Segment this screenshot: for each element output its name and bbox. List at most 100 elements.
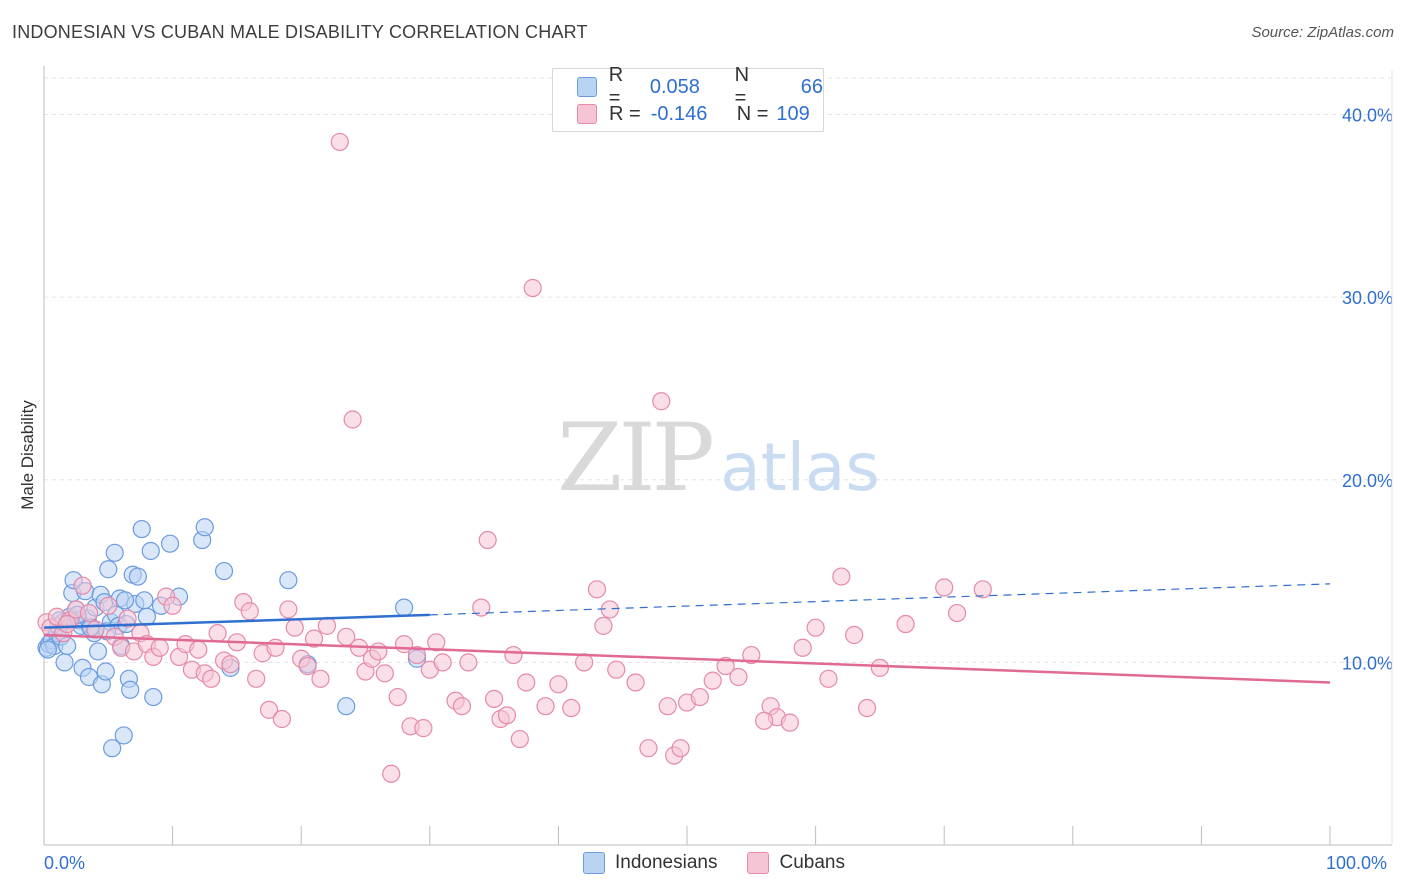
indonesian-point <box>337 697 356 716</box>
r-label: R = <box>608 64 624 109</box>
cuban-point <box>99 596 118 615</box>
indonesian-point <box>114 726 133 745</box>
cuban-point <box>433 653 452 672</box>
cuban-point <box>652 392 671 411</box>
cuban-point <box>896 614 915 634</box>
cuban-point <box>755 711 774 730</box>
cuban-point <box>497 706 517 725</box>
cuban-point <box>343 410 362 429</box>
cuban-point <box>240 602 259 621</box>
cuban-point <box>459 653 478 672</box>
cuban-point <box>304 629 324 648</box>
n-value: 66 <box>800 75 823 98</box>
indonesian-point <box>137 607 156 626</box>
cuban-point <box>607 660 626 679</box>
watermark-zip: ZIP <box>557 404 711 513</box>
x-tick-label-max: 100.0% <box>1326 853 1388 873</box>
cuban-point <box>857 698 877 718</box>
cuban-point <box>793 638 812 657</box>
cuban-point <box>549 675 568 694</box>
indonesian-point <box>99 560 118 579</box>
cuban-point <box>973 580 992 599</box>
cuban-point <box>780 713 799 732</box>
cuban-point <box>266 638 285 657</box>
indonesian-point <box>160 534 180 553</box>
indonesian-trend-line <box>43 613 430 629</box>
cuban-point <box>478 530 497 550</box>
indonesians-swatch <box>577 77 597 97</box>
cuban-point <box>189 640 208 659</box>
indonesian-point <box>103 739 122 758</box>
cuban-point <box>523 278 542 298</box>
indonesian-point <box>105 543 124 562</box>
cuban-point <box>742 645 761 665</box>
r-label: R = <box>609 102 641 125</box>
cuban-point <box>594 616 613 635</box>
cuban-point <box>504 645 523 665</box>
y-tick-label: 20.0% <box>1342 471 1393 491</box>
indonesians-legend-swatch <box>583 852 605 874</box>
indonesian-point <box>128 567 147 586</box>
cuban-point <box>536 697 555 716</box>
cuban-trend-line <box>43 633 1331 684</box>
cuban-point <box>202 669 221 688</box>
cuban-point <box>73 576 92 595</box>
chart-title: INDONESIAN VS CUBAN MALE DISABILITY CORR… <box>12 22 588 42</box>
indonesian-point <box>96 662 115 681</box>
cuban-point <box>279 600 298 619</box>
cuban-point <box>414 719 433 738</box>
indonesian-trend-extension <box>429 583 1331 616</box>
cuban-point <box>221 655 240 674</box>
cuban-point <box>208 624 227 643</box>
indonesian-point <box>55 653 74 672</box>
cuban-point <box>639 739 658 758</box>
cubans-legend-swatch <box>747 852 770 874</box>
cuban-point <box>79 603 99 623</box>
cuban-point <box>671 739 690 758</box>
legend-item-indonesians[interactable]: Indonesians <box>583 852 717 874</box>
stats-legend: R = 0.058 N = 66 R = -0.146 N = 109 <box>552 64 824 132</box>
cuban-point <box>317 616 337 635</box>
series-legend: Indonesians Cubans <box>583 852 875 874</box>
cuban-point <box>485 689 504 709</box>
cuban-point <box>330 132 349 152</box>
cuban-point <box>247 669 266 688</box>
cuban-point <box>690 687 709 707</box>
cuban-point <box>587 580 607 599</box>
legend-label-cubans: Cubans <box>779 852 845 873</box>
watermark-atlas: atlas <box>720 429 880 506</box>
cuban-point <box>58 614 77 634</box>
y-tick-label: 30.0% <box>1342 288 1393 308</box>
cuban-point <box>285 618 304 637</box>
cuban-point <box>118 609 137 628</box>
cuban-point <box>935 578 954 597</box>
cuban-point <box>375 664 394 683</box>
cuban-point <box>427 633 446 652</box>
cuban-point <box>298 656 317 676</box>
legend-label-indonesians: Indonesians <box>615 852 718 873</box>
r-value: -0.146 <box>650 102 708 125</box>
legend-item-cubans[interactable]: Cubans <box>747 852 845 874</box>
cuban-point <box>947 603 967 623</box>
indonesian-point <box>214 561 234 581</box>
cuban-point <box>819 669 838 688</box>
cuban-point <box>407 645 427 665</box>
cuban-point <box>832 567 851 586</box>
x-tick-label-min: 0.0% <box>44 853 86 873</box>
cuban-point <box>626 673 645 692</box>
indonesian-point <box>135 591 154 610</box>
stats-row-indonesians: R = 0.058 N = 66 <box>577 64 823 109</box>
source-credit: Source: ZipAtlas.com <box>1251 24 1394 41</box>
y-tick-label: 40.0% <box>1342 106 1393 126</box>
n-label: N = <box>734 64 750 109</box>
cuban-point <box>703 671 722 690</box>
r-value: 0.058 <box>649 75 700 98</box>
indonesian-point <box>88 642 108 661</box>
indonesian-point <box>115 591 135 610</box>
cuban-point <box>272 709 292 729</box>
cuban-point <box>388 687 407 707</box>
indonesian-point <box>144 687 163 707</box>
cuban-point <box>562 698 581 718</box>
indonesian-point <box>121 680 140 699</box>
